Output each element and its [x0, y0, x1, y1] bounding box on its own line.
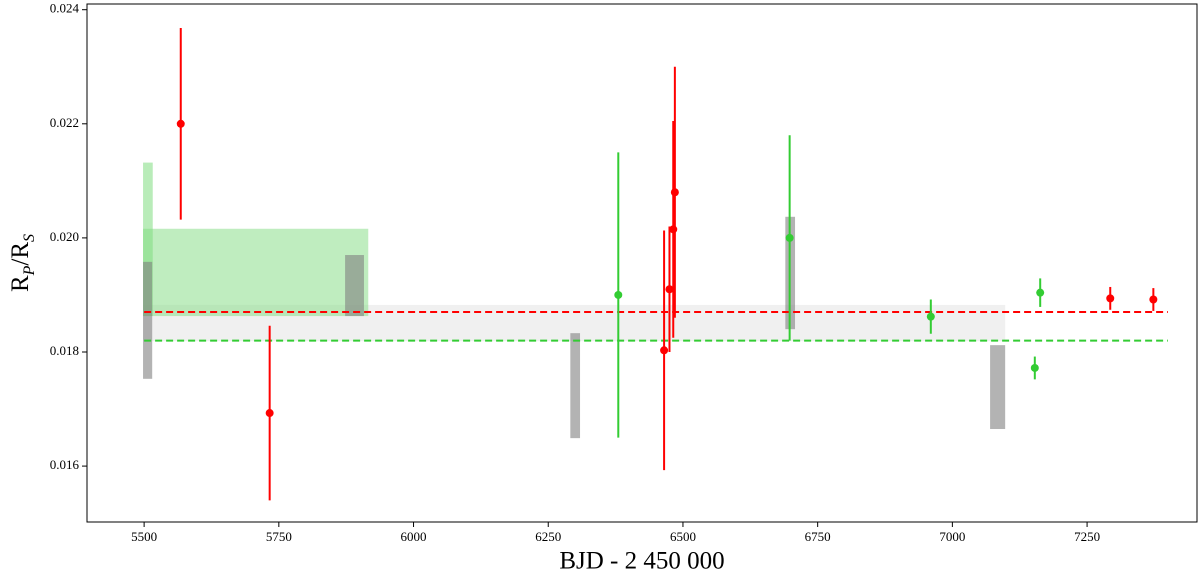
y-label-part: /R: [7, 242, 34, 266]
point: [1036, 288, 1045, 297]
x-tick-label: 7000: [939, 529, 965, 544]
point: [1106, 294, 1115, 303]
point: [670, 188, 679, 197]
point: [660, 346, 669, 355]
x-tick-label: 7250: [1074, 529, 1100, 544]
x-tick-label: 6000: [401, 529, 427, 544]
y-tick-label: 0.018: [50, 343, 79, 358]
band: [570, 333, 581, 439]
x-tick-label: 6500: [670, 529, 696, 544]
y-axis-label: RP/RS: [7, 234, 38, 292]
point: [785, 233, 794, 242]
point: [1149, 295, 1158, 304]
y-label-part: S: [21, 234, 38, 242]
point: [926, 312, 935, 321]
y-tick-label: 0.016: [50, 457, 80, 472]
point: [265, 409, 274, 418]
y-tick-label: 0.024: [50, 1, 80, 16]
y-label-part: P: [21, 265, 38, 276]
band: [990, 345, 1006, 430]
plot-frame: [86, 3, 1198, 523]
y-tick-label: 0.020: [50, 229, 79, 244]
point: [176, 119, 185, 128]
point: [665, 285, 674, 294]
x-tick-label: 6250: [535, 529, 561, 544]
x-tick-label: 5500: [131, 529, 157, 544]
band: [143, 228, 369, 317]
band: [143, 261, 153, 379]
band: [143, 162, 153, 317]
point: [614, 290, 623, 299]
y-label-part: R: [7, 275, 34, 292]
x-axis-label: BJD - 2 450 000: [559, 548, 724, 575]
point: [1030, 363, 1039, 372]
point: [669, 225, 678, 234]
x-tick-label: 6750: [805, 529, 831, 544]
y-tick-label: 0.022: [50, 115, 79, 130]
band: [345, 255, 364, 317]
x-tick-label: 5750: [266, 529, 292, 544]
plot-area: [143, 27, 1168, 501]
